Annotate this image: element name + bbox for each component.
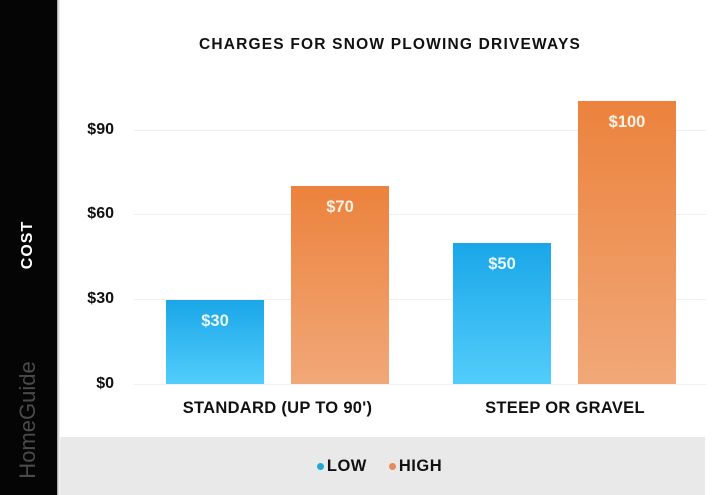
legend-dot-icon xyxy=(316,462,324,470)
gridline-60 xyxy=(134,214,706,215)
gridline-90 xyxy=(134,130,706,131)
legend-label: LOW xyxy=(326,456,367,475)
bar-low-standard: $30 xyxy=(166,300,264,384)
category-label-standard: STANDARD (UP TO 90') xyxy=(182,399,373,417)
category-label-steep: STEEP OR GRAVEL xyxy=(485,399,645,417)
legend-background xyxy=(60,437,705,495)
y-axis-label: COST xyxy=(19,220,36,270)
legend-label: HIGH xyxy=(398,456,443,475)
legend-item-high: HIGH xyxy=(388,456,443,476)
bar-value-label: $30 xyxy=(201,312,229,330)
bar-value-label: $70 xyxy=(326,198,354,216)
y-tick: $30 xyxy=(87,290,114,307)
y-tick: $90 xyxy=(87,121,114,138)
legend: LOW HIGH xyxy=(60,437,705,495)
y-tick: $0 xyxy=(96,375,114,392)
watermark-logo: HomeGuide xyxy=(15,361,40,479)
legend-item-low: LOW xyxy=(316,456,367,476)
bar-value-label: $50 xyxy=(488,255,516,273)
sidebar xyxy=(0,0,57,495)
bar-high-standard: $70 xyxy=(291,186,389,384)
bar-high-steep: $100 xyxy=(578,101,676,384)
bar-value-label: $100 xyxy=(608,113,646,131)
gridline-30 xyxy=(134,299,706,300)
y-tick: $60 xyxy=(87,205,114,222)
bar-low-steep: $50 xyxy=(453,243,551,384)
legend-dot-icon xyxy=(388,462,396,470)
sidebar-edge xyxy=(57,0,60,495)
chart-title: CHARGES FOR SNOW PLOWING DRIVEWAYS xyxy=(198,36,582,53)
gridline-0 xyxy=(134,384,706,385)
